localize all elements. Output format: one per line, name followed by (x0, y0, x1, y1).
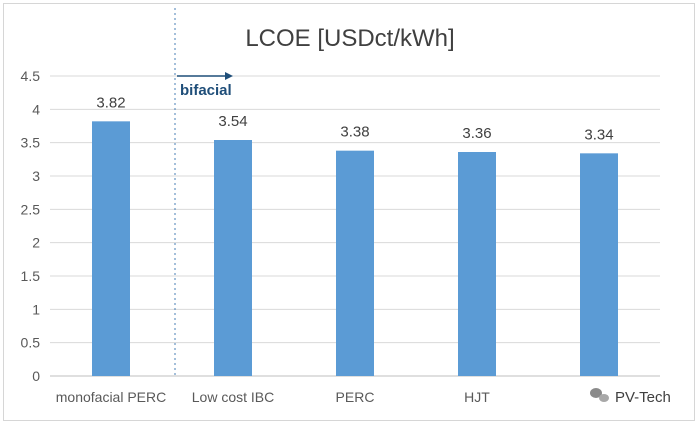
y-tick-label: 0 (32, 368, 40, 384)
bifacial-arrow-head (225, 72, 233, 80)
data-label: 3.38 (340, 124, 369, 141)
x-tick-label: PERC (336, 389, 375, 405)
chart-title: LCOE [USDct/kWh] (245, 25, 454, 52)
y-tick-label: 2.5 (21, 201, 41, 217)
bars (92, 121, 618, 376)
x-tick-label: HJT (464, 389, 490, 405)
watermark: PV-Tech (590, 388, 671, 406)
y-tick-label: 4.5 (21, 68, 41, 84)
x-tick-label: monofacial PERC (56, 389, 167, 405)
y-tick-label: 3.5 (21, 135, 41, 151)
x-tick-label: Low cost IBC (192, 389, 274, 405)
y-tick-label: 0.5 (21, 335, 41, 351)
data-label: 3.54 (218, 113, 247, 130)
bar (214, 140, 252, 376)
data-label: 3.82 (96, 94, 125, 111)
gridlines (50, 75, 660, 377)
y-tick-label: 3 (32, 168, 40, 184)
y-tick-label: 4 (32, 101, 40, 117)
data-label: 3.34 (584, 126, 613, 143)
value-labels: 3.82 3.54 3.38 3.36 3.34 (96, 94, 613, 143)
y-tick-label: 2 (32, 235, 40, 251)
y-tick-label: 1.5 (21, 268, 41, 284)
bar (458, 152, 496, 376)
wechat-icon (590, 388, 609, 402)
y-axis-ticks: 0 0.5 1 1.5 2 2.5 3 3.5 4 4.5 (21, 68, 41, 384)
bar (580, 153, 618, 376)
data-label: 3.36 (462, 125, 491, 142)
y-tick-label: 1 (32, 301, 40, 317)
bar (336, 150, 374, 376)
bifacial-annotation: bifacial (180, 82, 232, 99)
bar (92, 121, 130, 376)
watermark-text: PV-Tech (615, 389, 671, 406)
x-axis-labels: monofacial PERC Low cost IBC PERC HJT (56, 389, 491, 405)
